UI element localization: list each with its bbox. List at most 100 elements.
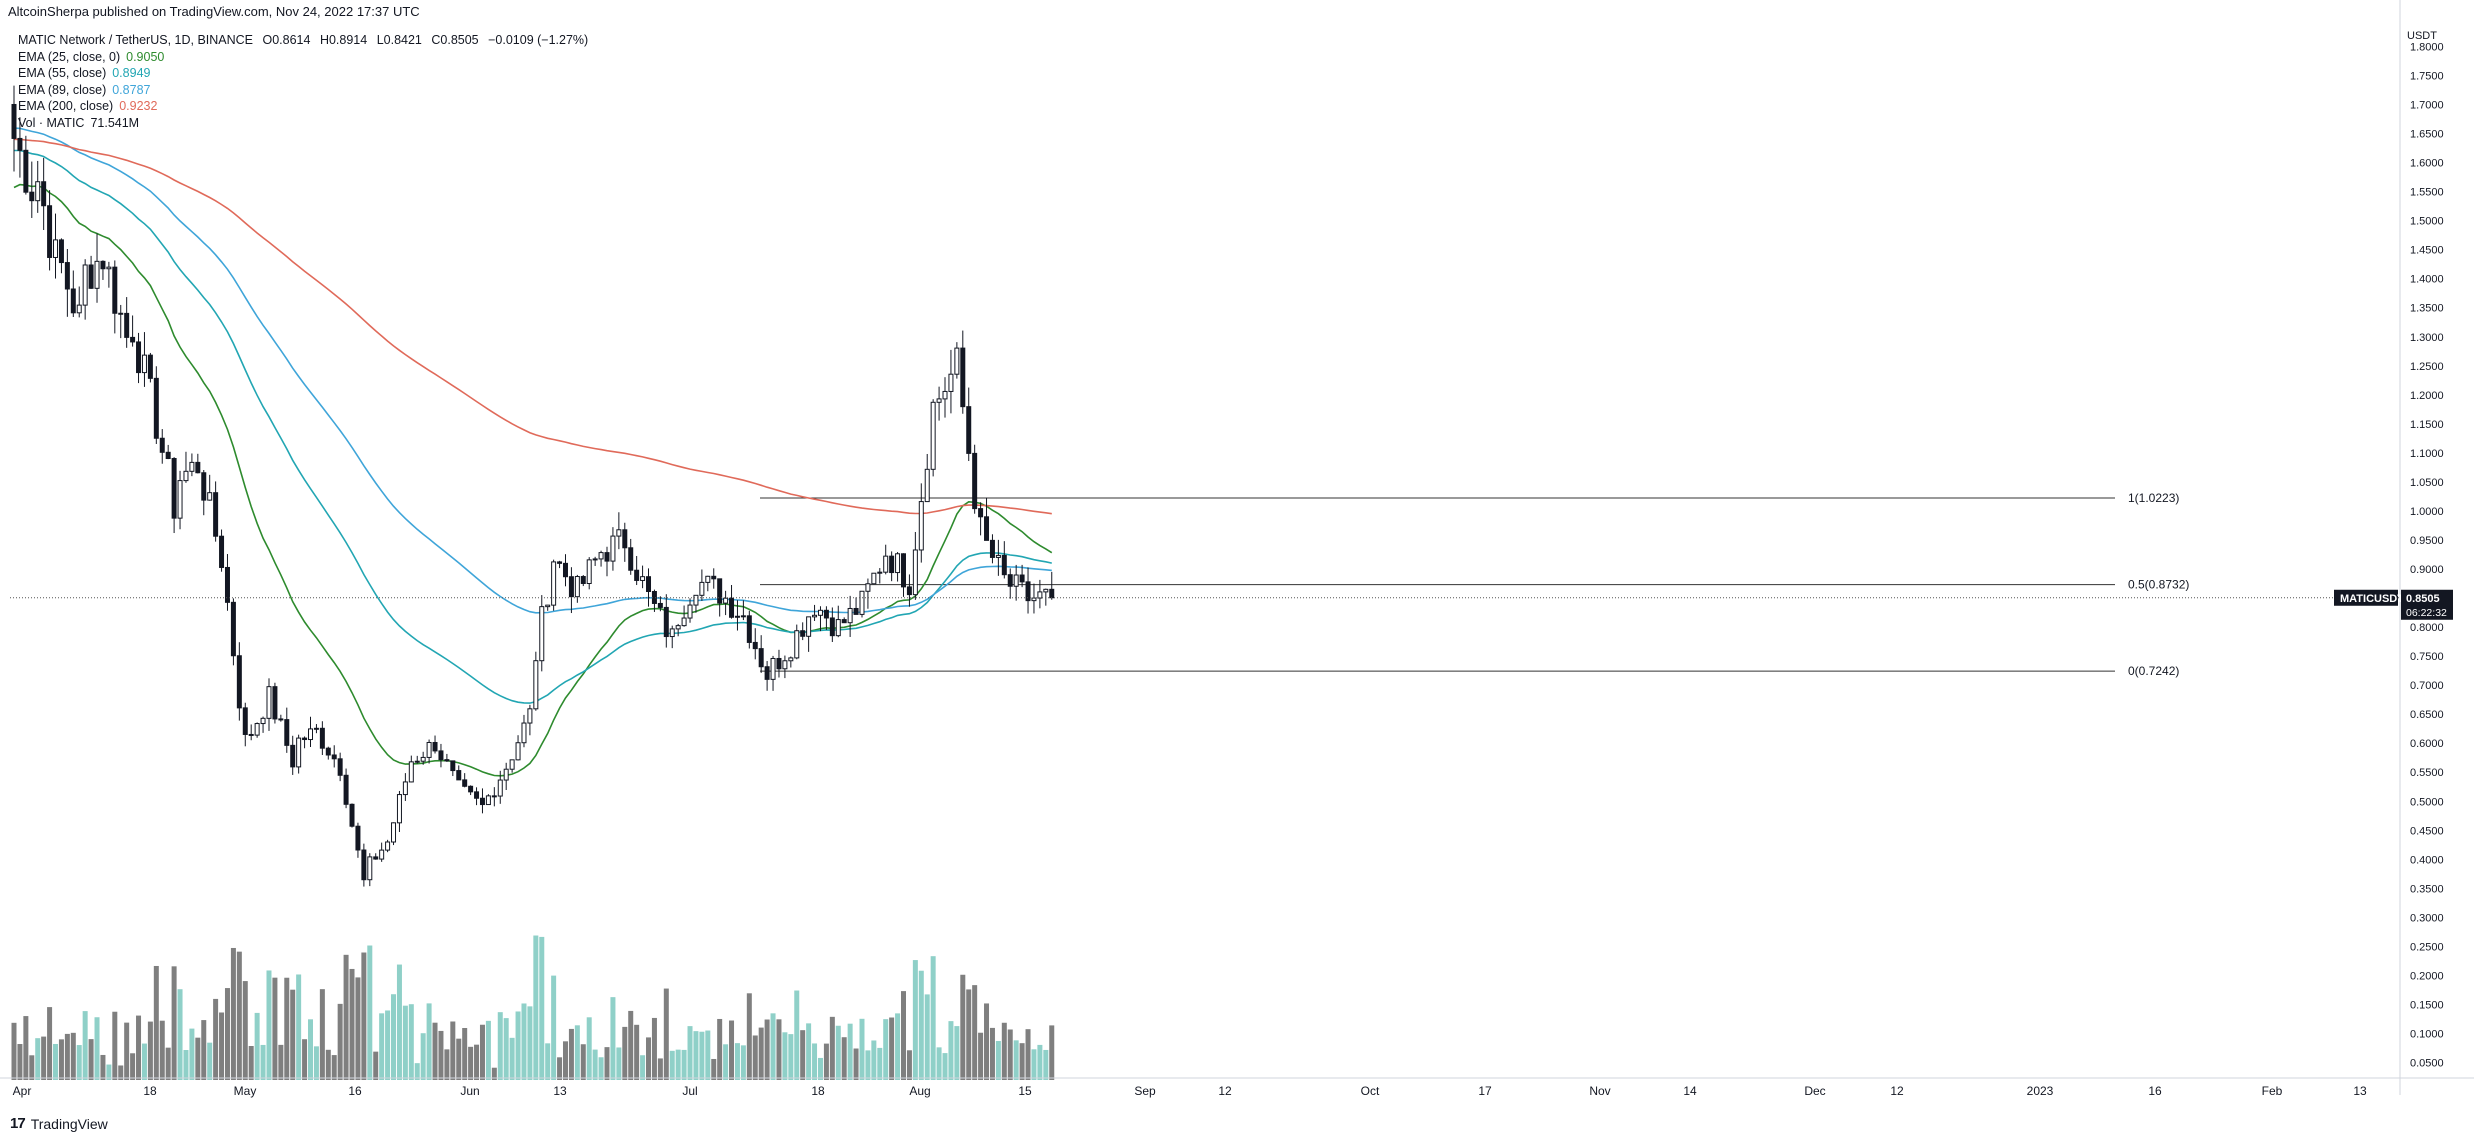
volume-bar [859, 1018, 865, 1080]
candle [527, 704, 533, 736]
candle [764, 661, 770, 691]
candle [782, 655, 788, 679]
candle [248, 724, 254, 741]
volume-bar [598, 1057, 604, 1080]
volume-bar [930, 956, 936, 1080]
fib-retracement[interactable]: 1(1.0223) 0.5(0.8732) 0(0.7242) [760, 491, 2189, 678]
footer-brand[interactable]: 17 TradingView [10, 1115, 108, 1132]
volume-bar [266, 970, 272, 1080]
candle [687, 598, 693, 623]
candle [711, 568, 717, 589]
candle [740, 600, 746, 621]
volume-bar [82, 1011, 88, 1080]
candle [112, 260, 118, 334]
volume-bar [586, 1017, 592, 1080]
candle [379, 842, 385, 862]
candle [260, 716, 266, 733]
volume-bar [35, 1038, 41, 1080]
candle [912, 531, 918, 600]
symbol-row[interactable]: MATIC Network / TetherUS, 1D, BINANCE O0… [18, 32, 594, 49]
volume-bar [918, 970, 924, 1080]
candle [1019, 564, 1025, 588]
candle [657, 596, 663, 612]
volume-bar [545, 1043, 551, 1080]
price-tick-label: 1.1500 [2410, 419, 2444, 431]
candle [224, 554, 230, 611]
time-tick-label: Apr [13, 1084, 32, 1098]
volume-bar [717, 1018, 723, 1080]
publish-header: AltcoinSherpa published on TradingView.c… [8, 4, 420, 19]
time-tick-label: Feb [2262, 1084, 2283, 1098]
candle [355, 822, 361, 858]
price-tick-label: 1.4500 [2410, 245, 2444, 257]
time-tick-label: Nov [1589, 1084, 1610, 1098]
price-tick-label: 0.6500 [2410, 709, 2444, 721]
volume-bar [361, 952, 367, 1080]
candle [586, 557, 592, 590]
volume-bar [752, 1035, 758, 1080]
indicator-ema89[interactable]: EMA (89, close) 0.8787 [18, 82, 151, 97]
volume-bar [47, 1007, 53, 1080]
price-tick-label: 1.7000 [2410, 99, 2444, 111]
candle [663, 594, 669, 648]
price-tick-label: 1.6500 [2410, 129, 2444, 141]
volume-bar [966, 989, 972, 1080]
candle [853, 597, 859, 615]
candle [557, 560, 563, 569]
symbol-title[interactable]: MATIC Network / TetherUS, 1D, BINANCE [18, 33, 254, 47]
candle [729, 585, 735, 619]
volume-bar [76, 1045, 82, 1080]
candle [1031, 583, 1037, 614]
candle [503, 762, 509, 791]
candle [895, 552, 901, 582]
fib-level[interactable]: 1(1.0223) [760, 491, 2179, 505]
candle [978, 502, 984, 536]
volume-bar [889, 1017, 895, 1080]
candle [954, 342, 960, 379]
tradingview-logo-icon: 17 [10, 1115, 26, 1132]
candle [308, 716, 313, 748]
candle [219, 529, 225, 572]
time-axis[interactable]: Apr 18 May 16 Jun 13 Jul 18 Aug 15 Sep 12 Oct 17 Nov 14… [0, 1077, 2474, 1098]
time-tick-label: 2023 [2027, 1084, 2054, 1098]
volume-bar [1001, 1022, 1007, 1080]
price-tick-label: 1.8000 [2410, 41, 2444, 53]
price-axis[interactable]: 1.8000 1.7500 1.7000 1.6500 1.6000 1.5500 1.50… [2399, 0, 2444, 1095]
volume-bar [136, 1015, 142, 1080]
svg-text:0.8505: 0.8505 [2406, 593, 2440, 605]
volume-bar [729, 1020, 735, 1080]
candle [1049, 571, 1055, 600]
candle [337, 752, 343, 782]
volume-bar [474, 1044, 480, 1080]
volume-bar [592, 1049, 598, 1080]
volume-bar [319, 989, 325, 1080]
volume-bar [681, 1049, 687, 1080]
volume-bar [817, 1057, 823, 1080]
candle [924, 453, 930, 503]
price-tick-label: 0.5000 [2410, 796, 2444, 808]
volume-bar [248, 1046, 254, 1080]
fib-level[interactable]: 0(0.7242) [760, 664, 2179, 678]
volume-bar [901, 991, 906, 1080]
candle [236, 642, 242, 721]
indicator-ema55[interactable]: EMA (55, close) 0.8949 [18, 66, 151, 80]
volume-bar [533, 935, 539, 1080]
candle [361, 843, 367, 887]
indicator-ema25[interactable]: EMA (25, close, 0) 0.9050 [18, 49, 165, 64]
candle [995, 539, 1001, 576]
fib-level[interactable]: 0.5(0.8732) [760, 578, 2189, 592]
volume-bar [551, 975, 557, 1080]
candle [474, 787, 480, 806]
indicator-ema200[interactable]: EMA (200, close) 0.9232 [18, 99, 158, 113]
candle [17, 117, 23, 178]
candle [580, 575, 586, 587]
indicator-volume[interactable]: Vol · MATIC 71.541M [18, 115, 140, 130]
candle [889, 551, 895, 582]
volume-bar [313, 1046, 319, 1080]
candle [450, 760, 456, 777]
price-tick-label: 1.6000 [2410, 158, 2444, 170]
candle [628, 538, 634, 575]
candle [930, 399, 936, 477]
time-tick-label: Jul [682, 1084, 697, 1098]
